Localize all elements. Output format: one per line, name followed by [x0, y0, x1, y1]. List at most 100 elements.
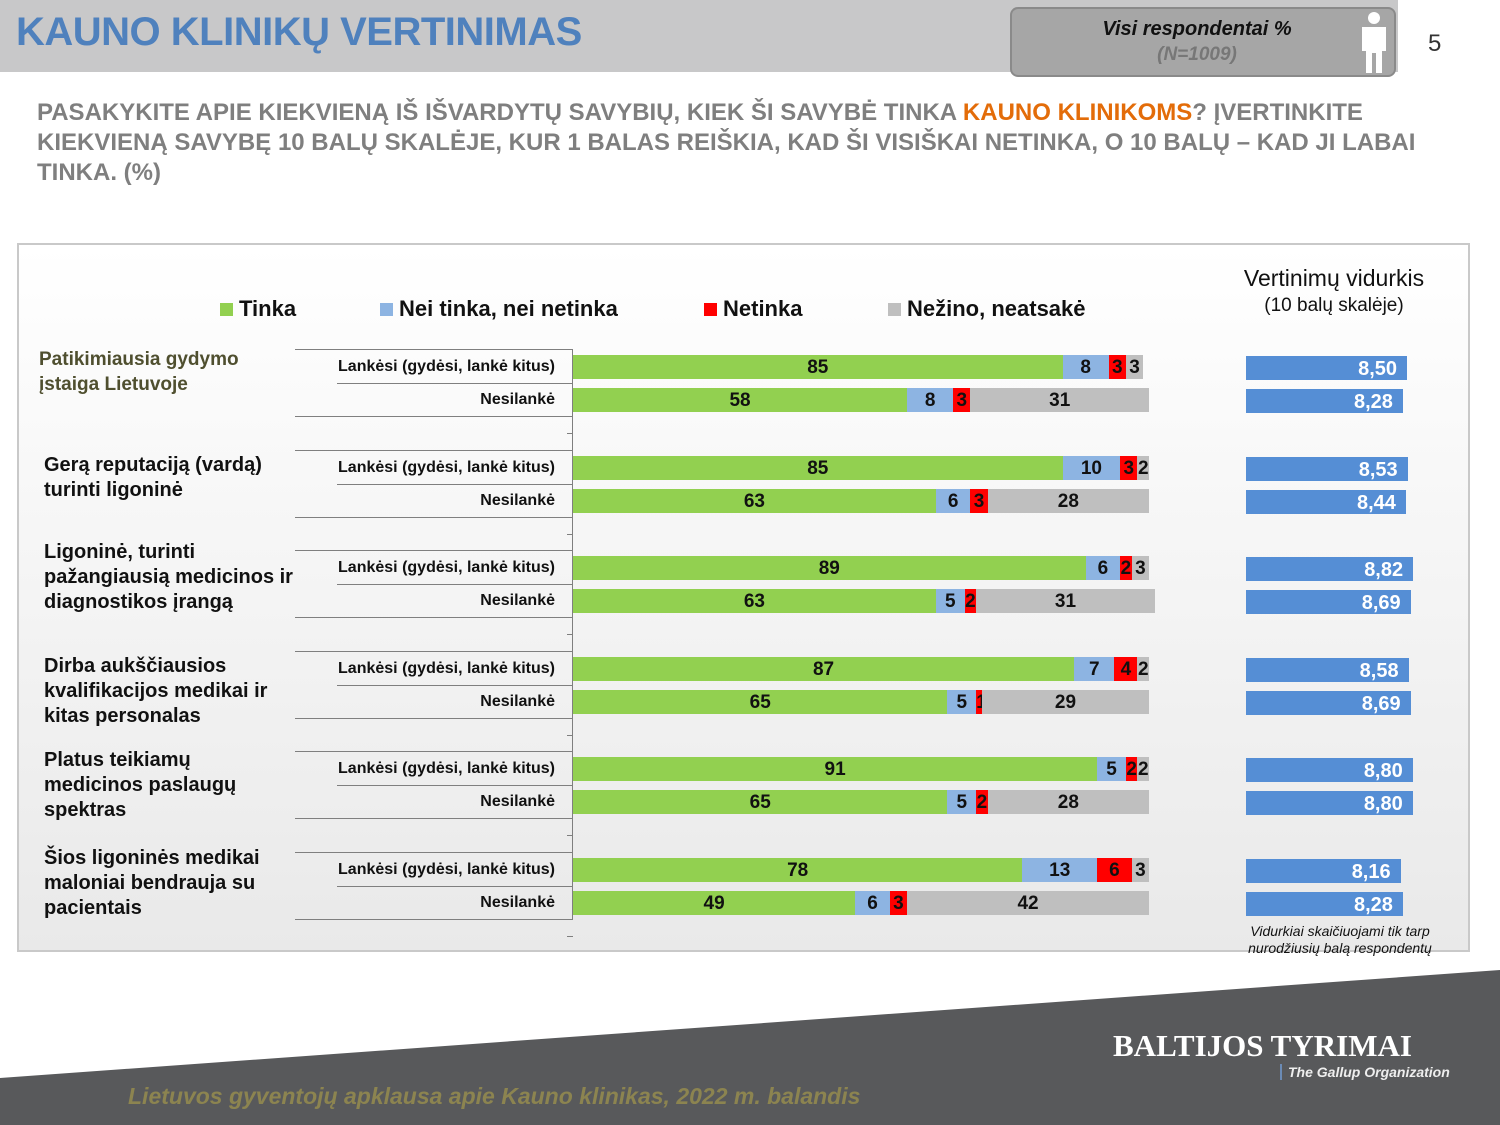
sample-size: (N=1009)	[1157, 44, 1237, 65]
page-number: 5	[1428, 30, 1442, 57]
row-divider	[337, 684, 573, 686]
legend-netinka: Netinka	[704, 296, 802, 322]
bar-segment: 58	[573, 388, 908, 412]
group-divider	[295, 617, 573, 618]
group-label: Dirba aukščiausios kvalifikacijos medika…	[44, 655, 268, 727]
legend-tinka: Tinka	[220, 296, 296, 322]
row-label: Nesilankė	[480, 491, 555, 509]
avg-bar: 8,16	[1246, 858, 1401, 883]
question-highlight: KAUNO KLINIKOMS	[962, 99, 1193, 126]
bar-segment: 2	[1137, 656, 1149, 681]
bar-segment: 6	[1085, 556, 1121, 580]
bar-segment: 65	[573, 689, 948, 714]
bar-segment: 13	[1022, 857, 1098, 882]
bar-segment: 65	[573, 790, 948, 814]
row-divider	[337, 785, 573, 786]
group-divider	[295, 751, 573, 752]
survey-caption: Lietuvos gyventojų apklausa apie Kauno k…	[128, 1083, 861, 1109]
bar-segment: 2	[1137, 455, 1149, 480]
question-part: ? ĮVERTINKITE KIEKVIENĄ SAVYBĘ 10 BALŲ S…	[37, 99, 1416, 186]
group-divider	[295, 550, 573, 551]
bar-segment: 91	[573, 757, 1098, 781]
group-divider	[295, 851, 573, 853]
page-title: KAUNO KLINIKŲ VERTINIMAS	[16, 10, 582, 54]
avg-bar: 8,80	[1246, 758, 1413, 782]
group-label: Patikimiausia gydymo įstaiga Lietuvoje	[39, 349, 239, 395]
bar-segment: 5	[947, 790, 977, 814]
bar-segment: 28	[987, 488, 1149, 513]
bar-segment: 89	[573, 556, 1086, 580]
legend-label: Tinka	[239, 296, 297, 321]
bar-segment: 10	[1062, 455, 1121, 480]
row-label: Lankėsi (gydėsi, lankė kitus)	[338, 760, 555, 777]
bar-segment: 7	[1074, 656, 1115, 681]
bar-segment: 31	[970, 388, 1149, 412]
bar-segment: 2	[1120, 556, 1132, 580]
bar-segment: 85	[573, 355, 1063, 379]
bar-segment: 3	[1120, 455, 1138, 480]
row-label: Lankėsi (gydėsi, lankė kitus)	[338, 860, 555, 878]
group-divider	[295, 516, 573, 518]
avg-bar: 8,28	[1246, 891, 1403, 916]
bar-segment: 2	[964, 589, 977, 613]
group-label: Ligoninė, turinti pažangiausią medicinos…	[44, 541, 293, 613]
row-label: Nesilankė	[480, 592, 555, 609]
row-label: Nesilankė	[480, 692, 555, 710]
group-divider	[295, 918, 573, 920]
row-label: Lankėsi (gydėsi, lankė kitus)	[338, 659, 555, 677]
bar-segment: 3	[889, 890, 908, 915]
respondents-label: Visi respondentai %	[1102, 18, 1292, 40]
axis-tick	[567, 634, 573, 635]
question-part: PASAKYKITE APIE KIEKVIENĄ IŠ IŠVARDYTŲ S…	[37, 99, 963, 126]
bar-segment: 78	[573, 857, 1023, 882]
bar-segment: 3	[1131, 857, 1149, 882]
avg-bar: 8,69	[1246, 690, 1411, 715]
row-label: Nesilankė	[480, 893, 555, 911]
legend-label: Nežino, neatsakė	[907, 296, 1086, 321]
group-label: Gerą reputaciją (vardą) turinti ligoninė	[44, 454, 262, 501]
legend-label: Netinka	[723, 296, 803, 321]
bar-segment: 8	[907, 388, 954, 412]
row-divider	[337, 483, 573, 485]
bar-segment: 2	[1137, 757, 1149, 781]
avg-title: Vertinimų vidurkis	[1243, 265, 1425, 291]
bar-segment: 3	[953, 388, 971, 412]
avg-bar: 8,53	[1246, 456, 1408, 481]
bar-segment: 6	[935, 488, 971, 513]
bar-segment: 29	[981, 689, 1149, 714]
group-divider	[295, 818, 573, 819]
bar-segment: 63	[573, 589, 936, 613]
row-label: Lankėsi (gydėsi, lankė kitus)	[338, 559, 555, 576]
legend-label: Nei tinka, nei netinka	[399, 296, 618, 321]
person-icon	[1362, 12, 1386, 73]
row-label: Lankėsi (gydėsi, lankė kitus)	[338, 458, 555, 476]
legend-nei: Nei tinka, nei netinka	[380, 296, 618, 322]
avg-bar: 8,80	[1246, 791, 1413, 815]
bar-segment: 4	[1114, 656, 1138, 681]
avg-bar: 8,82	[1246, 557, 1414, 581]
avg-subtitle: (10 balų skalėje)	[1264, 295, 1404, 316]
bar-segment: 63	[573, 488, 936, 513]
group-divider	[295, 416, 573, 417]
avg-bar: 8,44	[1246, 489, 1406, 514]
bar-segment: 6	[855, 890, 890, 915]
group-divider	[295, 349, 573, 350]
row-label: Lankėsi (gydėsi, lankė kitus)	[338, 358, 555, 375]
bar-segment: 5	[935, 589, 965, 613]
bar-segment: 3	[1131, 556, 1149, 580]
axis-tick	[567, 533, 573, 535]
respondents-box: Visi respondentai % (N=1009)	[1010, 7, 1396, 77]
logo-subtitle: The Gallup Organization	[1280, 1064, 1450, 1080]
bar-segment: 8	[1062, 355, 1109, 379]
row-divider	[337, 885, 573, 887]
legend-nezino: Nežino, neatsakė	[888, 296, 1086, 322]
bar-segment: 49	[573, 890, 856, 915]
group-divider	[295, 650, 573, 652]
group-divider	[295, 449, 573, 451]
axis-tick	[567, 734, 573, 736]
group-label: Platus teikiamų medicinos paslaugų spekt…	[44, 749, 237, 821]
bar-segment: 3	[1108, 355, 1126, 379]
avg-bar: 8,50	[1246, 356, 1408, 380]
row-divider	[337, 383, 573, 384]
